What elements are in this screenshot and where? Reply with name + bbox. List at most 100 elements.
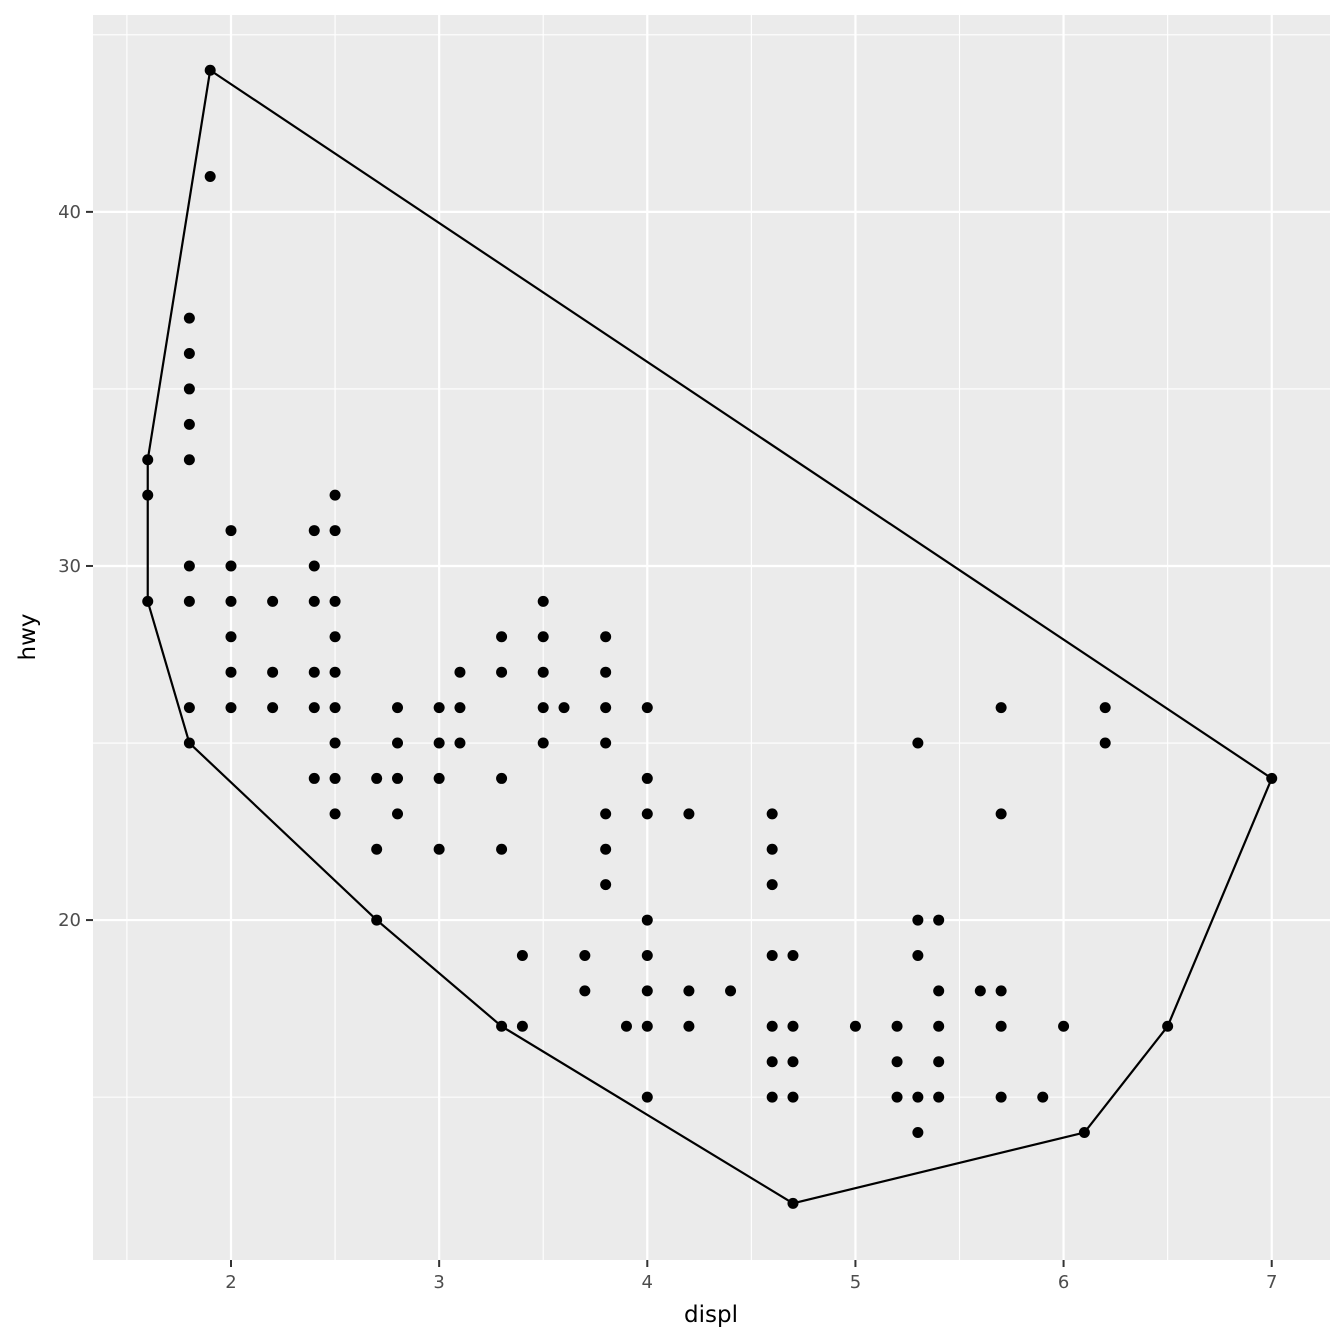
data-point — [974, 985, 986, 997]
x-tick-label: 6 — [1058, 1272, 1069, 1293]
data-point — [1099, 737, 1111, 749]
data-point — [142, 595, 154, 607]
hull-outline — [146, 68, 1274, 1205]
data-point — [496, 772, 508, 784]
data-point — [329, 772, 341, 784]
data-point — [1099, 702, 1111, 714]
data-point — [371, 914, 383, 926]
data-point — [329, 808, 341, 820]
data-point — [537, 737, 549, 749]
data-point — [600, 737, 612, 749]
data-point — [267, 702, 279, 714]
data-point — [183, 383, 195, 395]
data-point — [766, 949, 778, 961]
data-point — [641, 1020, 653, 1032]
data-point — [183, 312, 195, 324]
data-point — [371, 843, 383, 855]
data-point — [849, 1020, 861, 1032]
data-point — [1162, 1020, 1174, 1032]
data-point — [142, 454, 154, 466]
data-point — [912, 914, 924, 926]
data-point — [329, 702, 341, 714]
data-point — [225, 525, 237, 537]
y-axis-label: hwy — [15, 614, 41, 661]
data-point — [308, 702, 320, 714]
data-point — [725, 985, 737, 997]
data-point — [183, 560, 195, 572]
data-point — [1058, 1020, 1070, 1032]
data-point — [183, 348, 195, 360]
data-point — [454, 666, 466, 678]
data-point — [433, 843, 445, 855]
data-point — [766, 1091, 778, 1103]
data-point — [912, 1091, 924, 1103]
data-point — [204, 170, 216, 182]
data-point — [225, 666, 237, 678]
data-point — [766, 808, 778, 820]
data-point — [142, 489, 154, 501]
data-point — [933, 1056, 945, 1068]
data-point — [537, 595, 549, 607]
data-point — [766, 843, 778, 855]
data-point — [537, 666, 549, 678]
data-point — [579, 949, 591, 961]
data-point — [933, 1020, 945, 1032]
y-tick-label: 20 — [58, 910, 81, 931]
data-point — [766, 1020, 778, 1032]
data-point — [225, 595, 237, 607]
data-point — [496, 666, 508, 678]
data-point — [766, 1056, 778, 1068]
data-point — [267, 595, 279, 607]
y-tick-label: 40 — [58, 202, 81, 223]
x-tick-label: 2 — [225, 1272, 236, 1293]
data-point — [329, 489, 341, 501]
data-point — [620, 1020, 632, 1032]
data-point — [308, 772, 320, 784]
data-point — [329, 631, 341, 643]
data-point — [641, 1091, 653, 1103]
data-point — [392, 737, 404, 749]
data-point — [516, 949, 528, 961]
data-point — [933, 914, 945, 926]
data-point — [433, 772, 445, 784]
data-point — [683, 808, 695, 820]
data-point — [600, 702, 612, 714]
data-point — [183, 737, 195, 749]
data-point — [308, 560, 320, 572]
data-point — [204, 64, 216, 76]
data-point — [579, 985, 591, 997]
data-point — [933, 985, 945, 997]
data-point — [183, 418, 195, 430]
data-point — [516, 1020, 528, 1032]
data-point — [433, 737, 445, 749]
data-point — [496, 631, 508, 643]
data-point — [995, 702, 1007, 714]
data-point — [537, 631, 549, 643]
data-point — [329, 595, 341, 607]
data-point — [225, 702, 237, 714]
data-point — [329, 737, 341, 749]
data-point — [766, 879, 778, 891]
data-point — [392, 772, 404, 784]
data-point — [1266, 772, 1278, 784]
data-point — [683, 985, 695, 997]
data-point — [787, 1197, 799, 1209]
x-tick-label: 5 — [850, 1272, 861, 1293]
data-point — [995, 808, 1007, 820]
axis-ticks: 2 3 4 5 6 7 20 30 40 — [58, 202, 1277, 1293]
data-point — [641, 985, 653, 997]
data-point — [641, 808, 653, 820]
data-point — [787, 1020, 799, 1032]
data-point — [371, 772, 383, 784]
data-point — [183, 595, 195, 607]
data-point — [912, 737, 924, 749]
data-point — [933, 1091, 945, 1103]
data-point — [392, 808, 404, 820]
data-point — [641, 949, 653, 961]
data-point — [600, 843, 612, 855]
data-point — [912, 949, 924, 961]
data-point — [454, 737, 466, 749]
data-point — [392, 702, 404, 714]
data-point — [641, 914, 653, 926]
